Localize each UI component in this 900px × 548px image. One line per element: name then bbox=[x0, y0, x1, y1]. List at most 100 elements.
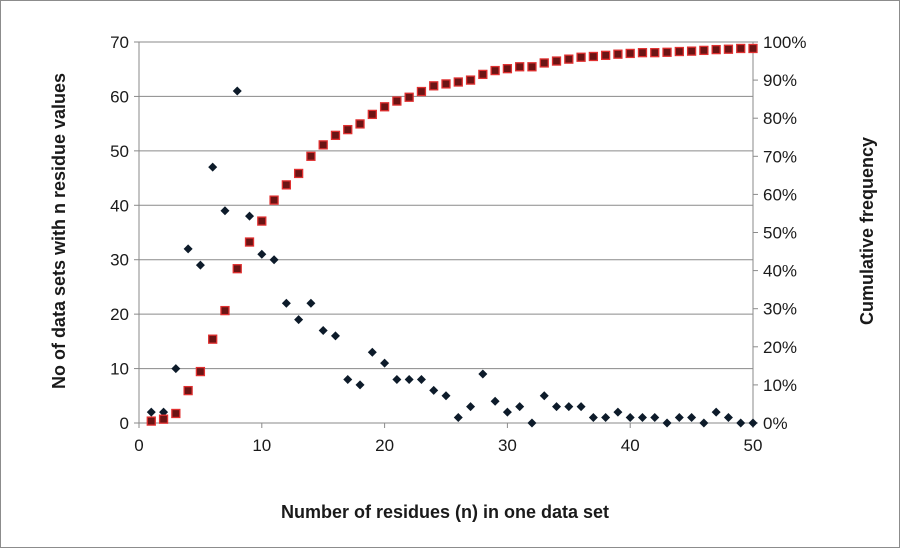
y-tick-label: 20 bbox=[110, 305, 129, 324]
x-tick-labels: 0 10 20 30 40 50 bbox=[134, 423, 762, 455]
data-point-diamond bbox=[588, 413, 598, 423]
data-point-diamond bbox=[699, 418, 709, 428]
data-point-square bbox=[232, 264, 242, 274]
data-point-square bbox=[416, 86, 427, 97]
data-point-diamond bbox=[208, 162, 218, 172]
y-tick-label: 50 bbox=[110, 142, 129, 161]
x-tick-label: 0 bbox=[134, 436, 143, 455]
data-point-diamond bbox=[257, 249, 267, 259]
data-point-square bbox=[318, 140, 328, 150]
data-point-square bbox=[220, 305, 230, 316]
data-point-square bbox=[244, 237, 255, 247]
data-point-diamond bbox=[564, 402, 574, 412]
data-point-square bbox=[146, 416, 156, 426]
data-point-square bbox=[330, 130, 341, 140]
y2-tick-label: 50% bbox=[763, 224, 797, 243]
x-tick-label: 50 bbox=[744, 436, 763, 455]
data-point-diamond bbox=[245, 211, 255, 221]
y-tick-label: 40 bbox=[110, 196, 129, 215]
data-point-diamond bbox=[380, 358, 390, 368]
y2-tick-label: 90% bbox=[763, 71, 797, 90]
data-point-diamond bbox=[650, 413, 660, 423]
data-point-diamond bbox=[220, 206, 230, 216]
data-point-diamond bbox=[687, 413, 697, 423]
y2-tick-label: 0% bbox=[763, 414, 788, 433]
y2-tick-label: 10% bbox=[763, 376, 797, 395]
axes bbox=[138, 42, 754, 424]
y2-tick-label: 60% bbox=[763, 185, 797, 204]
data-point-diamond bbox=[674, 413, 684, 423]
data-point-square bbox=[379, 102, 390, 112]
data-point-square bbox=[453, 77, 463, 87]
data-point-diamond bbox=[416, 374, 426, 384]
data-point-diamond bbox=[146, 407, 156, 417]
data-point-square bbox=[208, 334, 218, 344]
data-point-square bbox=[404, 92, 414, 102]
y2-tick-label: 20% bbox=[763, 338, 797, 357]
data-point-diamond bbox=[723, 413, 733, 423]
series-right-points bbox=[146, 43, 758, 426]
data-point-square bbox=[564, 54, 574, 64]
data-point-square bbox=[281, 180, 292, 190]
data-point-square bbox=[183, 385, 193, 396]
data-point-square bbox=[502, 64, 513, 74]
data-point-square bbox=[588, 51, 599, 62]
y-tick-labels: 0 10 20 30 40 50 60 70 bbox=[110, 33, 139, 433]
data-point-diamond bbox=[711, 407, 721, 417]
data-point-square bbox=[441, 79, 451, 89]
data-point-diamond bbox=[404, 374, 414, 384]
data-point-square bbox=[257, 216, 267, 226]
y2-tick-label: 80% bbox=[763, 109, 797, 128]
data-point-square bbox=[343, 124, 353, 135]
data-point-diamond bbox=[748, 418, 758, 428]
data-point-square bbox=[662, 47, 672, 57]
data-point-diamond bbox=[183, 244, 193, 254]
data-point-square bbox=[429, 81, 439, 91]
data-point-square bbox=[613, 49, 623, 59]
data-point-diamond bbox=[306, 298, 316, 308]
data-point-square bbox=[158, 414, 169, 424]
data-point-square bbox=[515, 62, 525, 72]
data-point-diamond bbox=[453, 413, 463, 423]
data-point-diamond bbox=[478, 369, 488, 379]
data-point-diamond bbox=[318, 325, 328, 335]
y2-axis-title: Cumulative frequency bbox=[857, 137, 877, 325]
data-point-diamond bbox=[232, 86, 242, 96]
data-point-square bbox=[539, 58, 549, 68]
data-point-diamond bbox=[601, 413, 611, 423]
data-point-square bbox=[674, 46, 684, 57]
y-tick-label: 60 bbox=[110, 87, 129, 106]
data-point-diamond bbox=[662, 418, 672, 428]
data-point-square bbox=[527, 62, 537, 72]
data-point-square bbox=[576, 52, 586, 62]
data-point-diamond bbox=[355, 380, 365, 390]
data-point-diamond bbox=[515, 402, 525, 412]
data-point-square bbox=[551, 56, 562, 66]
data-point-square bbox=[478, 69, 488, 80]
data-point-square bbox=[600, 50, 611, 60]
data-point-square bbox=[465, 75, 476, 85]
data-point-diamond bbox=[502, 407, 512, 417]
y2-tick-label: 100% bbox=[763, 33, 806, 52]
data-point-square bbox=[195, 366, 206, 377]
x-tick-label: 10 bbox=[252, 436, 271, 455]
data-point-square bbox=[367, 109, 377, 120]
data-point-diamond bbox=[281, 298, 291, 308]
y2-tick-label: 70% bbox=[763, 147, 797, 166]
data-point-square bbox=[650, 48, 660, 58]
data-point-square bbox=[392, 96, 402, 106]
data-point-square bbox=[637, 48, 648, 58]
data-point-square bbox=[306, 151, 316, 161]
data-point-diamond bbox=[159, 407, 169, 417]
y2-tick-label: 40% bbox=[763, 262, 797, 281]
data-point-square bbox=[269, 195, 279, 205]
x-tick-label: 30 bbox=[498, 436, 517, 455]
data-point-square bbox=[686, 46, 697, 56]
y-tick-label: 0 bbox=[120, 414, 129, 433]
y-axis-title: No of data sets with n residue values bbox=[49, 73, 69, 389]
data-point-diamond bbox=[343, 374, 353, 384]
data-point-square bbox=[736, 43, 746, 54]
data-point-diamond bbox=[171, 364, 181, 374]
